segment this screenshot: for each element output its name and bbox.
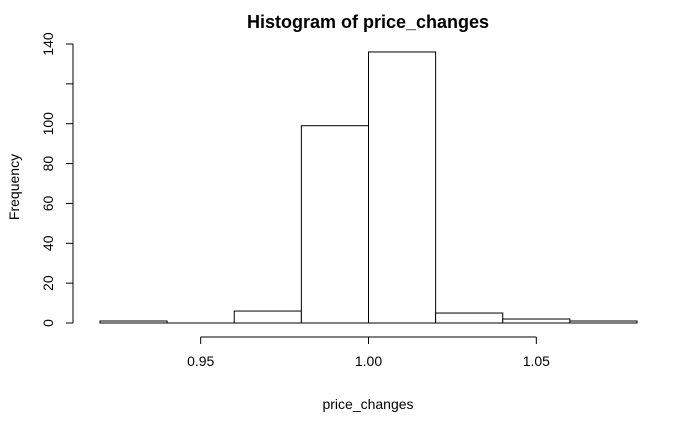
y-tick-label-2: 40 (40, 235, 56, 251)
chart-title: Histogram of price_changes (247, 12, 489, 32)
y-axis-label: Frequency (6, 154, 22, 220)
histogram-bar-6 (502, 318, 571, 324)
y-tick-label-5: 100 (40, 112, 56, 136)
histogram-bar-4 (368, 51, 437, 324)
histogram-bar-3 (300, 125, 369, 324)
y-axis: 0 20 40 60 80 100 140 (40, 32, 74, 327)
y-tick-label-1: 20 (40, 275, 56, 291)
histogram-bar-2 (233, 310, 302, 324)
y-tick-label-3: 60 (40, 195, 56, 211)
histogram-bar-5 (435, 312, 504, 324)
histogram-bar-0 (99, 320, 168, 324)
bars-group (99, 51, 638, 324)
y-tick-label-4: 80 (40, 156, 56, 172)
x-tick-label-2: 1.05 (523, 353, 550, 369)
x-axis: 0.95 1.00 1.05 (187, 336, 550, 369)
histogram-bar-7 (569, 320, 638, 324)
x-tick-label-0: 0.95 (187, 353, 214, 369)
y-tick-label-7: 140 (40, 32, 56, 56)
x-tick-label-1: 1.00 (355, 353, 382, 369)
y-tick-label-0: 0 (40, 319, 56, 327)
x-axis-label: price_changes (322, 396, 413, 412)
